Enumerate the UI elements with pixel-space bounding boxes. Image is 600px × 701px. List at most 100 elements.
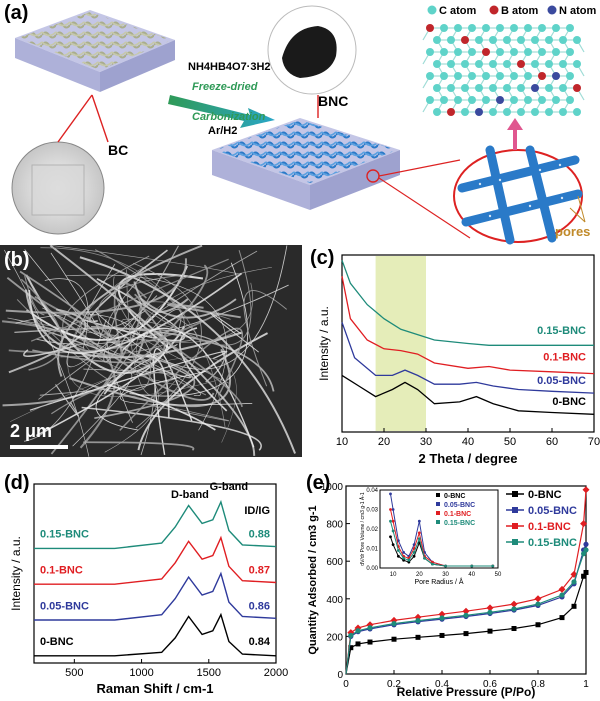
sem-fiber bbox=[2, 332, 146, 407]
series-line-0.1-BNC bbox=[34, 535, 277, 585]
x-tick-label: 0 bbox=[343, 679, 349, 690]
inset-point bbox=[444, 564, 447, 568]
x-tick-label: 40 bbox=[462, 436, 474, 448]
lattice-atom bbox=[468, 96, 476, 104]
lattice-atom bbox=[538, 96, 546, 104]
n-atom-icon bbox=[547, 5, 557, 15]
data-point bbox=[559, 592, 565, 598]
series-line-0.1-BNC bbox=[341, 276, 595, 375]
lattice-atom bbox=[510, 96, 518, 104]
lattice-atom bbox=[524, 96, 532, 104]
data-point bbox=[487, 609, 493, 615]
lattice-atom bbox=[475, 36, 483, 44]
inset-x-tick: 30 bbox=[442, 572, 449, 578]
inset-point bbox=[417, 519, 421, 523]
lattice-atom bbox=[447, 60, 455, 68]
sem-fiber bbox=[28, 272, 243, 355]
legend-entry: 0.1-BNC bbox=[528, 521, 571, 533]
lattice-atom bbox=[538, 72, 546, 80]
data-point bbox=[367, 625, 373, 631]
data-point bbox=[511, 626, 517, 632]
raman-chart: 500 1000 1500 2000 0-BNC 0.84 0.05-BNC 0.86 0.1-… bbox=[9, 481, 288, 696]
sem-fiber bbox=[139, 297, 237, 319]
panel-b: (b) 2 μm bbox=[0, 245, 302, 457]
n-atom-text: N atom bbox=[559, 5, 597, 17]
lattice-atom bbox=[433, 108, 441, 116]
lattice-atom bbox=[566, 96, 574, 104]
inset-point bbox=[389, 519, 392, 523]
pores-label: pores bbox=[555, 224, 590, 239]
inset-point bbox=[396, 554, 400, 558]
inset-point bbox=[391, 508, 395, 511]
inset-x-tick: 50 bbox=[495, 572, 502, 578]
y-axis-title: Intensity / a.u. bbox=[317, 306, 331, 381]
lattice-atom bbox=[566, 24, 574, 32]
inset-legend-entry: 0.05-BNC bbox=[444, 502, 475, 509]
inset-y-tick: 0.04 bbox=[366, 488, 378, 494]
y-tick-label: 200 bbox=[326, 632, 343, 643]
lattice-atom bbox=[482, 48, 490, 56]
sem-fiber bbox=[29, 350, 228, 411]
inset-y-tick: 0.00 bbox=[366, 566, 378, 572]
lattice-atom bbox=[447, 84, 455, 92]
c-atom-text: C atom bbox=[439, 5, 477, 17]
data-point bbox=[391, 621, 397, 627]
data-point bbox=[463, 631, 469, 637]
sem-fiber bbox=[167, 303, 241, 319]
reagent-label: NH4HB4O7·3H2O bbox=[188, 61, 280, 73]
plot-frame bbox=[345, 485, 587, 675]
lattice-atom bbox=[461, 36, 469, 44]
data-point bbox=[535, 622, 541, 628]
inset-x-tick: 20 bbox=[416, 572, 423, 578]
sem-fiber bbox=[95, 245, 288, 370]
sem-fiber bbox=[72, 372, 133, 447]
inset-point bbox=[407, 558, 411, 562]
lattice-atom bbox=[559, 84, 567, 92]
lattice-atom bbox=[524, 24, 532, 32]
lattice-atom bbox=[538, 48, 546, 56]
step2-label: Carbonization bbox=[192, 111, 266, 123]
y-tick-label: 1000 bbox=[321, 482, 344, 493]
sem-fiber bbox=[15, 313, 156, 456]
ratio-value: 0.84 bbox=[249, 636, 271, 648]
data-point bbox=[535, 601, 541, 607]
sem-fiber bbox=[121, 318, 230, 384]
sem-fiber bbox=[137, 332, 269, 451]
lattice-atom bbox=[468, 48, 476, 56]
sem-fiber bbox=[10, 356, 237, 443]
data-point bbox=[355, 628, 361, 634]
lattice-atom bbox=[454, 24, 462, 32]
lattice-atom bbox=[559, 36, 567, 44]
bet-chart: 0 0.2 0.4 0.6 0.8 1020040060080010000-BNC0.05… bbox=[307, 482, 590, 699]
b-atom-text: B atom bbox=[501, 5, 539, 17]
sem-fiber bbox=[141, 264, 209, 360]
y-tick-label: 600 bbox=[326, 557, 343, 568]
series-line-0-BNC bbox=[345, 572, 587, 675]
lattice-atom bbox=[517, 60, 525, 68]
lattice-atom bbox=[447, 108, 455, 116]
panel-d-label: (d) bbox=[4, 472, 30, 494]
step1-label: Freeze-dried bbox=[192, 81, 258, 93]
lattice-atom bbox=[531, 60, 539, 68]
inset-y-tick: 0.01 bbox=[366, 547, 378, 553]
inset-x-title: Pore Radius / Å bbox=[414, 577, 463, 586]
ratio-value: 0.87 bbox=[249, 565, 270, 577]
series-label: 0.1-BNC bbox=[543, 352, 586, 364]
bnc-label: BNC bbox=[318, 93, 348, 109]
x-tick-label: 30 bbox=[420, 436, 432, 448]
data-point bbox=[439, 615, 445, 621]
inset-point bbox=[423, 556, 426, 560]
inset-x-tick: 10 bbox=[390, 572, 397, 578]
panel-c: 10 20 30 40 50 60 70 0-BNC 0.05-BNC 0.1-BNC 0.15-B… bbox=[306, 245, 600, 470]
lattice-atom bbox=[440, 72, 448, 80]
inset-y-tick: 0.03 bbox=[366, 508, 378, 514]
lattice-atom bbox=[524, 72, 532, 80]
sem-fiber bbox=[30, 258, 229, 342]
lattice-atom bbox=[503, 60, 511, 68]
inset-point bbox=[412, 554, 416, 558]
lattice-atom bbox=[531, 108, 539, 116]
x-axis-title: 2 Theta / degree bbox=[419, 451, 518, 466]
lattice-atom bbox=[496, 24, 504, 32]
sem-fiber bbox=[106, 383, 216, 431]
sem-fiber bbox=[103, 282, 253, 343]
